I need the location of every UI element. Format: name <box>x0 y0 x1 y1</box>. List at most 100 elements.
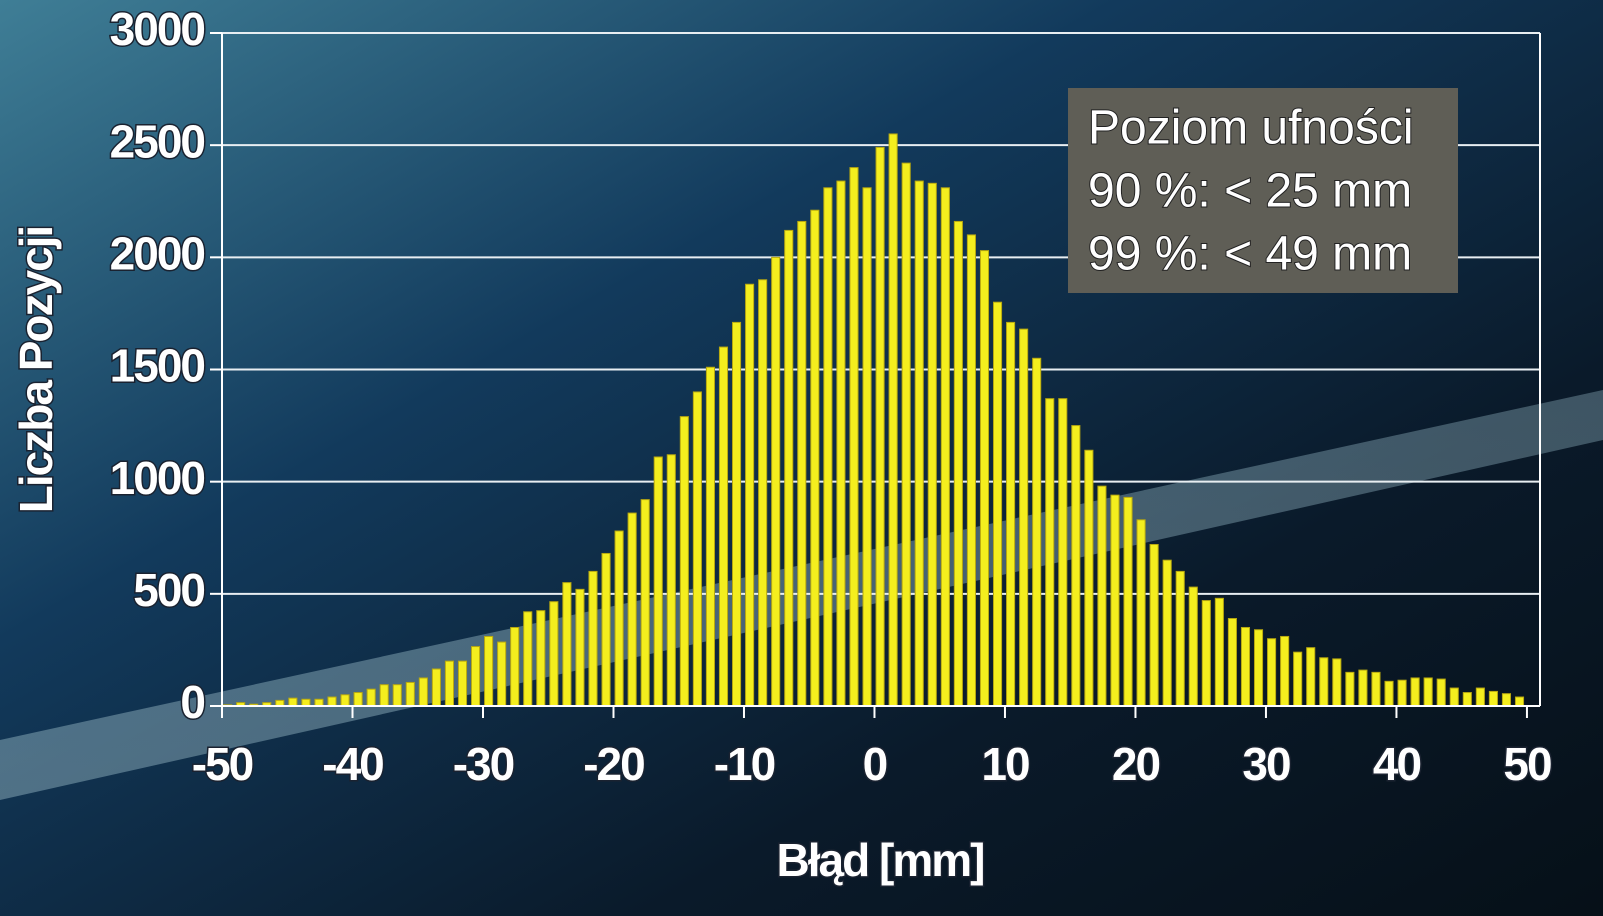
bar <box>1085 450 1093 706</box>
bar <box>1046 399 1054 706</box>
bar <box>1202 601 1210 706</box>
x-tick-label: 40 <box>1373 738 1421 790</box>
bar <box>654 457 662 706</box>
bar <box>1098 486 1106 706</box>
bar <box>824 188 832 706</box>
bar <box>1124 497 1132 706</box>
bar <box>341 695 349 706</box>
bar <box>980 251 988 706</box>
bar <box>1320 658 1328 706</box>
bar <box>1033 358 1041 706</box>
bar <box>1307 648 1315 706</box>
bar <box>915 181 923 706</box>
bar <box>1437 679 1445 706</box>
y-tick-label: 2500 <box>110 115 205 167</box>
bar <box>432 669 440 706</box>
bar <box>1254 630 1262 706</box>
x-tick-label: 10 <box>981 738 1029 790</box>
bar <box>1359 670 1367 706</box>
annotation-line: Poziom ufności <box>1088 102 1413 155</box>
bar <box>889 134 897 706</box>
y-tick-label: 1500 <box>110 340 205 392</box>
bar <box>498 642 506 706</box>
bar <box>1294 652 1302 706</box>
bar <box>693 392 701 706</box>
bar <box>1489 691 1497 706</box>
bar <box>1241 627 1249 706</box>
bar <box>576 589 584 706</box>
y-tick-label: 3000 <box>110 3 205 55</box>
bar <box>941 188 949 706</box>
bar <box>550 602 558 706</box>
bar <box>863 188 871 706</box>
x-tick-label: 30 <box>1242 738 1290 790</box>
x-tick-label: -30 <box>453 738 514 790</box>
bar <box>1176 571 1184 706</box>
bar <box>732 322 740 706</box>
bar <box>954 221 962 706</box>
bar <box>602 553 610 706</box>
bar <box>1007 322 1015 706</box>
bar <box>289 698 297 706</box>
bar <box>993 302 1001 706</box>
bar <box>367 689 375 706</box>
bar <box>419 678 427 706</box>
page: 0 500 1000 1500 2000 2500 3000 -50 -40 -30 -20 -10 0… <box>0 0 1603 916</box>
bar <box>563 583 571 706</box>
x-tick-label: -40 <box>322 738 383 790</box>
x-tick-label: -10 <box>714 738 775 790</box>
y-axis-label: Liczba Pozycji <box>10 227 62 513</box>
bar <box>811 210 819 706</box>
bar <box>354 693 362 706</box>
bar <box>967 235 975 706</box>
bar <box>850 168 858 706</box>
bar <box>667 455 675 706</box>
bar <box>719 347 727 706</box>
bar <box>876 147 884 706</box>
bar <box>798 221 806 706</box>
x-tick-label: 0 <box>863 738 887 790</box>
bar <box>641 500 649 706</box>
bar <box>759 280 767 706</box>
bar <box>902 163 910 706</box>
bar <box>1059 399 1067 706</box>
x-tick-label: -50 <box>192 738 253 790</box>
bar <box>1411 678 1419 706</box>
bar <box>746 284 754 706</box>
x-tick-label: -20 <box>583 738 644 790</box>
bar <box>837 181 845 706</box>
bar <box>615 531 623 706</box>
bar <box>1137 520 1145 706</box>
bar <box>393 685 401 706</box>
bar <box>524 612 532 706</box>
bar <box>328 697 336 706</box>
bar <box>445 661 453 706</box>
bar <box>380 685 388 706</box>
bar <box>1476 688 1484 706</box>
bar <box>458 661 466 706</box>
bar <box>302 699 310 706</box>
bar <box>628 513 636 706</box>
bar <box>785 230 793 706</box>
bar <box>1228 619 1236 706</box>
bar <box>1346 672 1354 706</box>
y-tick-label: 0 <box>180 676 204 728</box>
y-tick-label: 2000 <box>110 227 205 279</box>
bar <box>1450 688 1458 706</box>
bar <box>472 647 480 706</box>
y-tick-label: 500 <box>133 564 204 616</box>
bar <box>1268 639 1276 706</box>
bar <box>1385 681 1393 706</box>
bar <box>1150 544 1158 706</box>
y-tick-label: 1000 <box>110 452 205 504</box>
bar <box>406 682 414 706</box>
bar <box>1163 560 1171 706</box>
annotation-line: 90 %: < 25 mm <box>1088 165 1412 218</box>
bar <box>1111 495 1119 706</box>
bar <box>1333 659 1341 706</box>
bar <box>1502 694 1510 706</box>
bar <box>1189 587 1197 706</box>
bar <box>589 571 597 706</box>
x-tick-label: 50 <box>1503 738 1551 790</box>
bar <box>772 257 780 706</box>
